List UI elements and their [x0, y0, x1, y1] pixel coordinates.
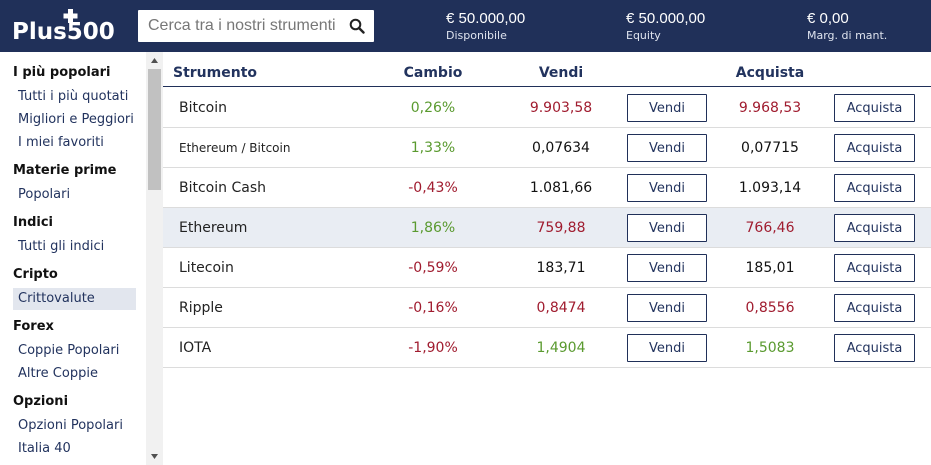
- logo-text: Plus500: [12, 19, 115, 43]
- instrument-name: IOTA: [179, 340, 212, 356]
- sidebar: I più popolari Tutti i più quotati Migli…: [0, 52, 163, 465]
- sell-button[interactable]: Vendi: [627, 134, 707, 162]
- sidebar-item-favorites[interactable]: I miei favoriti: [18, 135, 104, 150]
- search-icon: [349, 18, 365, 34]
- buy-price: 0,8556: [745, 300, 795, 316]
- change-value: 1,33%: [410, 140, 456, 156]
- sidebar-section-forex[interactable]: Forex: [13, 319, 54, 334]
- column-header-instrument: Strumento: [173, 65, 258, 81]
- buy-button[interactable]: Acquista: [834, 174, 915, 202]
- sell-button[interactable]: Vendi: [627, 174, 707, 202]
- instrument-name: Bitcoin Cash: [179, 180, 266, 196]
- change-value: -0,16%: [408, 300, 458, 316]
- stat-margin-value: € 0,00: [807, 10, 849, 27]
- sell-price: 0,8474: [536, 300, 586, 316]
- buy-button[interactable]: Acquista: [834, 134, 915, 162]
- table-row[interactable]: Bitcoin 0,26% 9.903,58 9.968,53 Vendi Acquist…: [163, 88, 931, 128]
- sidebar-scrollbar[interactable]: [146, 52, 163, 465]
- search-button[interactable]: [340, 10, 374, 42]
- scroll-up-arrow-icon[interactable]: [146, 52, 163, 69]
- table-row[interactable]: Ethereum 1,86% 759,88 766,46 Vendi Acquista: [163, 208, 931, 248]
- table-row[interactable]: Ripple -0,16% 0,8474 0,8556 Vendi Acquista: [163, 288, 931, 328]
- change-value: -0,59%: [408, 260, 458, 276]
- buy-button[interactable]: Acquista: [834, 254, 915, 282]
- column-header-sell: Vendi: [538, 65, 584, 81]
- column-header-change: Cambio: [403, 65, 463, 81]
- buy-button[interactable]: Acquista: [834, 214, 915, 242]
- sidebar-item-commodities-popular[interactable]: Popolari: [18, 187, 71, 202]
- stat-equity: € 50.000,00 Equity: [626, 10, 705, 44]
- scrollbar-thumb[interactable]: [148, 69, 161, 190]
- buy-price: 766,46: [745, 220, 795, 236]
- stat-margin-label: Marg. di mant.: [807, 29, 888, 42]
- sidebar-item-italia-40[interactable]: Italia 40: [18, 441, 71, 456]
- buy-button[interactable]: Acquista: [834, 334, 915, 362]
- change-value: -0,43%: [408, 180, 458, 196]
- sidebar-section-popular[interactable]: I più popolari: [13, 65, 111, 80]
- buy-price: 0,07715: [741, 140, 799, 156]
- column-header-buy: Acquista: [735, 65, 805, 81]
- instrument-name: Ripple: [179, 300, 223, 316]
- buy-price: 1.093,14: [738, 180, 802, 196]
- instruments-table: Strumento Cambio Vendi Acquista Bitcoin 0…: [163, 52, 931, 465]
- buy-button[interactable]: Acquista: [834, 94, 915, 122]
- stat-margin: € 0,00 Marg. di mant.: [807, 10, 887, 44]
- table-header: Strumento Cambio Vendi Acquista: [163, 52, 931, 87]
- sidebar-item-other-pairs[interactable]: Altre Coppie: [18, 366, 98, 381]
- instrument-name: Bitcoin: [179, 100, 228, 116]
- buy-button[interactable]: Acquista: [834, 294, 915, 322]
- scroll-down-arrow-icon[interactable]: [146, 448, 163, 465]
- sidebar-item-popular-options[interactable]: Opzioni Popolari: [18, 418, 123, 433]
- table-row[interactable]: Litecoin -0,59% 183,71 185,01 Vendi Acquista: [163, 248, 931, 288]
- stat-available-value: € 50.000,00: [446, 10, 526, 27]
- stat-equity-value: € 50.000,00: [626, 10, 706, 27]
- stat-equity-label: Equity: [626, 29, 661, 42]
- plus500-logo[interactable]: Plus500: [12, 9, 130, 43]
- top-header: Plus500 € 50.000,00 Disponibile € 50.000…: [0, 0, 931, 52]
- sell-button[interactable]: Vendi: [627, 334, 707, 362]
- sidebar-item-best-worst[interactable]: Migliori e Peggiori: [18, 112, 134, 127]
- logo-plus-horizontal: [63, 13, 78, 19]
- sidebar-section-commodities[interactable]: Materie prime: [13, 163, 117, 178]
- instrument-name: Litecoin: [179, 260, 234, 276]
- buy-price: 1,5083: [745, 340, 795, 356]
- sidebar-section-crypto[interactable]: Cripto: [13, 267, 58, 282]
- table-row[interactable]: Bitcoin Cash -0,43% 1.081,66 1.093,14 Vendi A…: [163, 168, 931, 208]
- sidebar-item-popular-pairs[interactable]: Coppie Popolari: [18, 343, 120, 358]
- buy-price: 185,01: [745, 260, 795, 276]
- sell-button[interactable]: Vendi: [627, 94, 707, 122]
- sell-price: 9.903,58: [529, 100, 593, 116]
- sell-price: 183,71: [536, 260, 586, 276]
- change-value: 1,86%: [410, 220, 456, 236]
- sell-price: 759,88: [536, 220, 586, 236]
- search-input[interactable]: [138, 10, 342, 42]
- sell-price: 1.081,66: [529, 180, 593, 196]
- instrument-name: Ethereum / Bitcoin: [179, 141, 291, 155]
- table-row[interactable]: IOTA -1,90% 1,4904 1,5083 Vendi Acquista: [163, 328, 931, 368]
- sell-price: 0,07634: [532, 140, 590, 156]
- sell-price: 1,4904: [536, 340, 586, 356]
- sidebar-item-all-indices[interactable]: Tutti gli indici: [18, 239, 105, 254]
- sell-button[interactable]: Vendi: [627, 254, 707, 282]
- table-row[interactable]: Ethereum / Bitcoin 1,33% 0,07634 0,07715 Ven…: [163, 128, 931, 168]
- sidebar-list: I più popolari Tutti i più quotati Migli…: [0, 52, 146, 465]
- sidebar-item-most-quoted[interactable]: Tutti i più quotati: [18, 89, 129, 104]
- buy-price: 9.968,53: [738, 100, 802, 116]
- stat-available: € 50.000,00 Disponibile: [446, 10, 525, 44]
- sell-button[interactable]: Vendi: [627, 294, 707, 322]
- instrument-name: Ethereum: [179, 220, 248, 236]
- sidebar-section-options[interactable]: Opzioni: [13, 394, 69, 409]
- change-value: -1,90%: [408, 340, 458, 356]
- sidebar-item-cryptocurrencies[interactable]: Crittovalute: [13, 288, 136, 310]
- sell-button[interactable]: Vendi: [627, 214, 707, 242]
- change-value: 0,26%: [410, 100, 456, 116]
- stat-available-label: Disponibile: [446, 29, 507, 42]
- search-box: [138, 10, 374, 42]
- sidebar-section-indices[interactable]: Indici: [13, 215, 54, 230]
